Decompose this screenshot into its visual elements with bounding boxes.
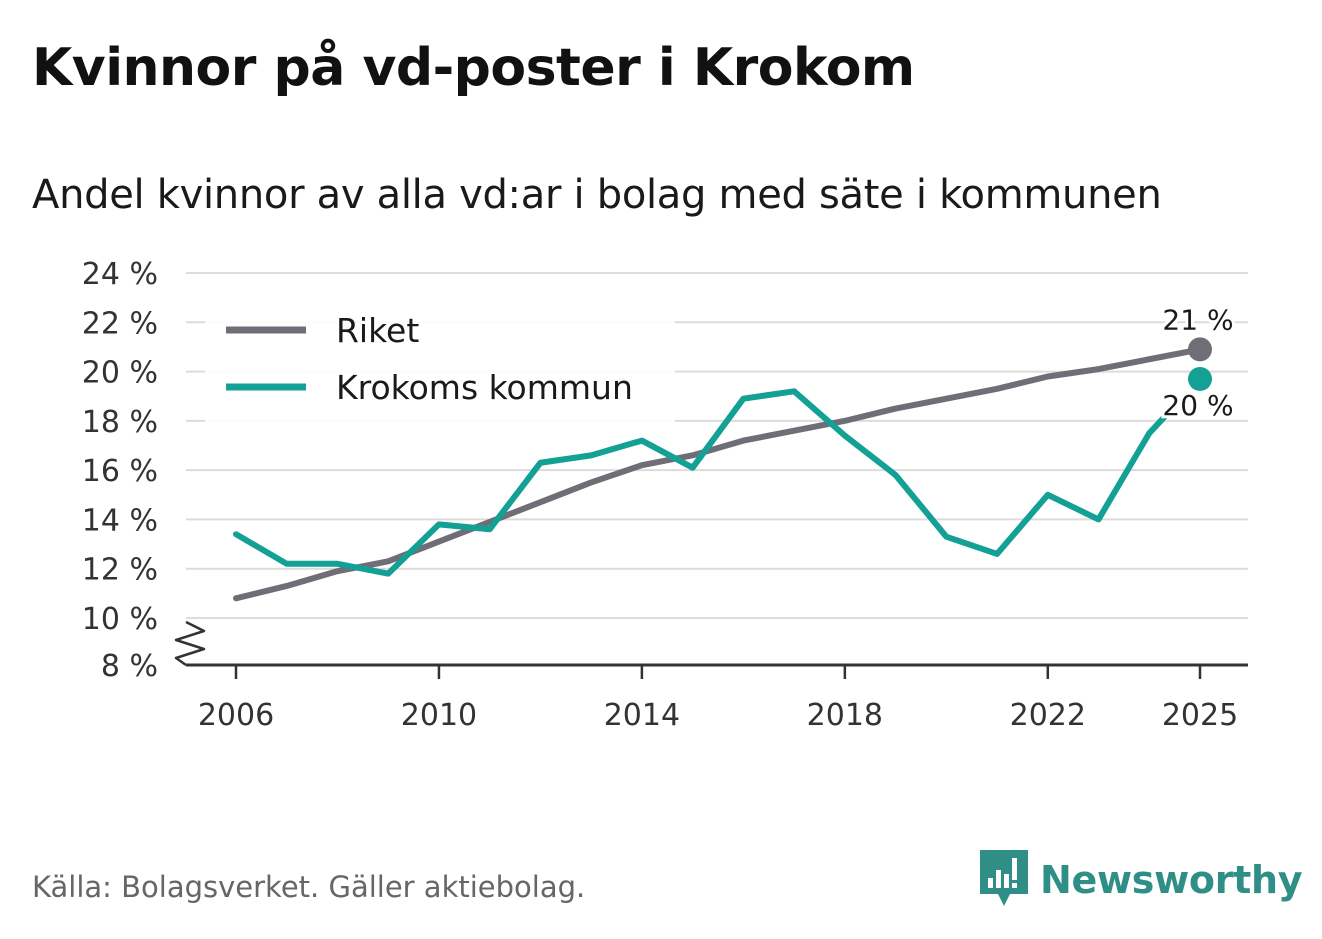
end-value-labels: 21 % 20 % [1159,300,1236,425]
x-tick-label: 2018 [807,698,883,733]
y-axis-tick-labels: 8 % 10 % 12 % 14 % 16 % 18 % 20 % 22 % 24 % [82,257,158,684]
x-tick-label: 2025 [1162,698,1238,733]
y-tick-label: 8 % [101,649,158,684]
end-value-label: 20 % [1162,389,1233,422]
end-value-label: 21 % [1162,303,1233,336]
legend-background [205,295,675,425]
axis-break-mark [174,620,206,667]
x-tick-label: 2010 [401,698,477,733]
brand-name: Newsworthy [1040,858,1303,902]
x-tick-label: 2014 [604,698,680,733]
chart-title: Kvinnor på vd-poster i Krokom [32,38,915,98]
y-tick-label: 18 % [82,405,158,440]
end-point-krokom [1188,366,1212,391]
end-point-riket [1188,337,1212,362]
y-tick-label: 14 % [82,503,158,538]
series-line-krokom [233,388,1168,577]
source-note: Källa: Bolagsverket. Gäller aktiebolag. [32,870,586,904]
legend-label: Riket [336,311,419,350]
chart-subtitle: Andel kvinnor av alla vd:ar i bolag med … [32,172,1162,218]
newsworthy-logo-icon [980,850,1028,906]
y-tick-label: 12 % [82,553,158,588]
series-lines [233,337,1212,602]
y-tick-label: 22 % [82,306,158,341]
x-axis: 2006 2010 2014 2018 2022 2025 [186,663,1248,733]
y-tick-label: 10 % [82,602,158,637]
x-tick-label: 2022 [1010,698,1086,733]
legend: Riket Krokoms kommun [205,295,675,425]
line-chart: 8 % 10 % 12 % 14 % 16 % 18 % 20 % 22 % 24 % 2006… [82,257,1248,733]
series-line-riket [233,346,1203,602]
y-tick-label: 24 % [82,257,158,292]
y-tick-label: 20 % [82,356,158,391]
y-tick-label: 16 % [82,454,158,489]
x-tick-label: 2006 [198,698,274,733]
legend-label: Krokoms kommun [336,368,633,407]
brand-logo[interactable]: Newsworthy [980,850,1303,910]
